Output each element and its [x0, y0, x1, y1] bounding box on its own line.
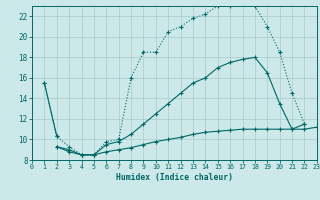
X-axis label: Humidex (Indice chaleur): Humidex (Indice chaleur): [116, 173, 233, 182]
